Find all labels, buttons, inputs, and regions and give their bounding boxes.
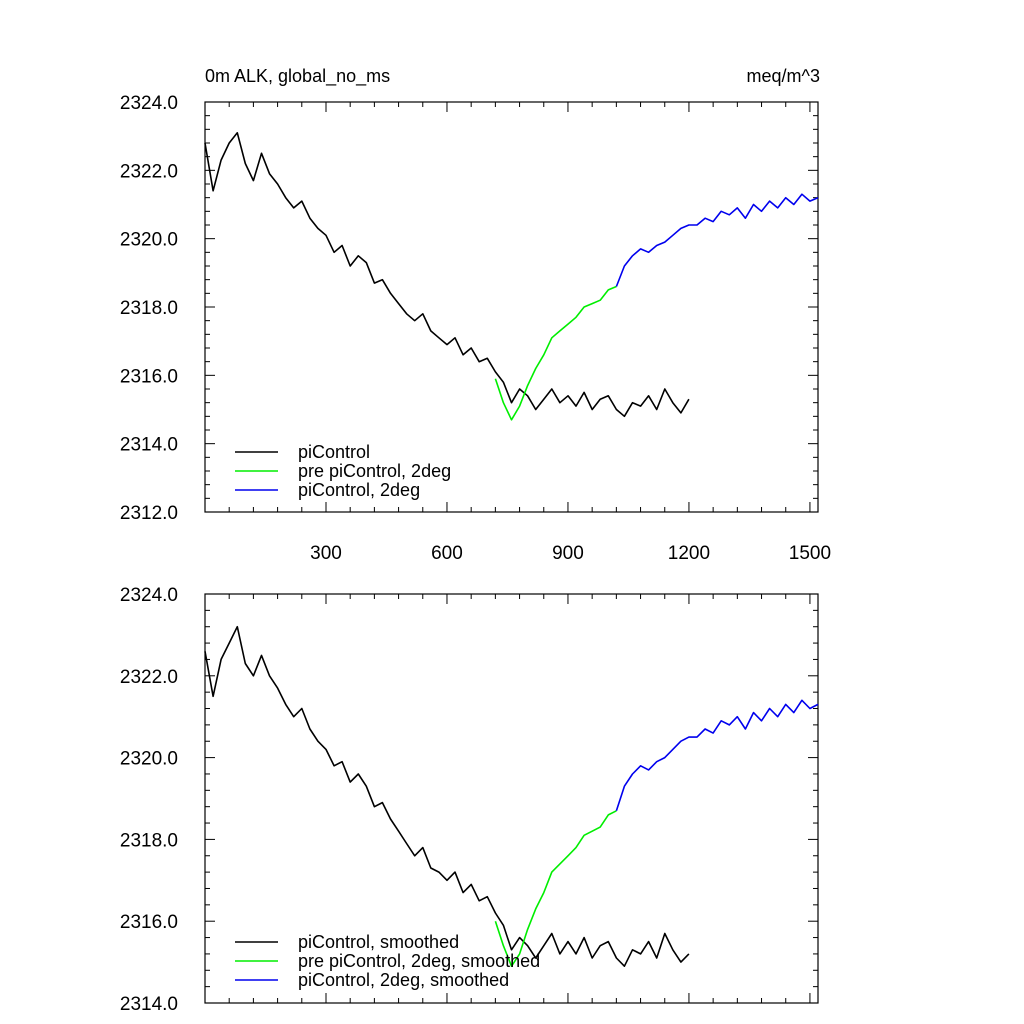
legend-label: piControl, 2deg, smoothed xyxy=(298,970,509,990)
y-tick-label: 2314.0 xyxy=(120,435,178,456)
series-line-2 xyxy=(494,810,617,968)
y-tick-label: 2322.0 xyxy=(120,161,178,182)
plot-frame xyxy=(204,593,819,1004)
y-tick-label: 2324.0 xyxy=(120,585,178,606)
legend-label: pre piControl, 2deg xyxy=(298,461,451,481)
legend-label: piControl, smoothed xyxy=(298,932,459,952)
series-line-2 xyxy=(494,285,617,421)
series-line-3 xyxy=(615,699,819,812)
x-tick-label: 1500 xyxy=(789,543,831,564)
series-line-1 xyxy=(204,132,690,418)
y-tick-label: 2320.0 xyxy=(120,749,178,770)
x-tick-label: 900 xyxy=(552,543,584,564)
legend-label: piControl xyxy=(298,442,370,462)
x-tick-label: 300 xyxy=(310,543,342,564)
series-line-3 xyxy=(615,193,819,287)
plot-frame xyxy=(204,101,819,513)
units-label: meq/m^3 xyxy=(747,66,820,86)
legend-label: pre piControl, 2deg, smoothed xyxy=(298,951,540,971)
y-tick-label: 2314.0 xyxy=(120,994,178,1015)
y-tick-label: 2320.0 xyxy=(120,230,178,251)
y-tick-label: 2312.0 xyxy=(120,503,178,524)
y-tick-label: 2316.0 xyxy=(120,366,178,387)
y-tick-label: 2318.0 xyxy=(120,830,178,851)
chart-panel-2: 2314.0 2316.0 2318.0 2320.0 2322.0 2324.0 piCo… xyxy=(120,585,819,1015)
y-tick-label: 2324.0 xyxy=(120,93,178,114)
y-tick-label: 2322.0 xyxy=(120,667,178,688)
x-tick-label: 600 xyxy=(431,543,463,564)
chart-title: 0m ALK, global_no_ms xyxy=(205,66,390,87)
y-tick-label: 2318.0 xyxy=(120,298,178,319)
legend-label: piControl, 2deg xyxy=(298,480,420,500)
x-tick-label: 1200 xyxy=(668,543,710,564)
series-line-1 xyxy=(204,625,690,968)
chart-panel-1: 0m ALK, global_no_ms meq/m^3 2312.0 2314.0 2… xyxy=(120,66,831,564)
y-tick-label: 2316.0 xyxy=(120,912,178,933)
